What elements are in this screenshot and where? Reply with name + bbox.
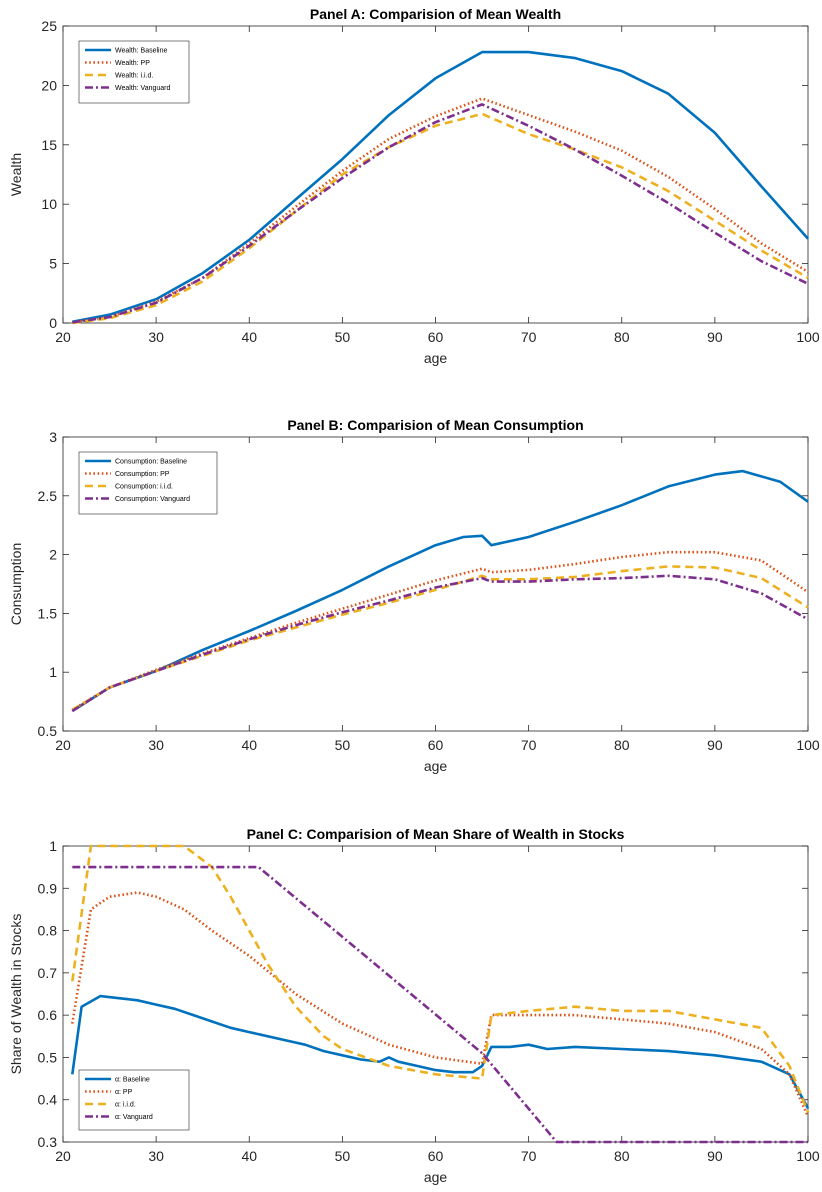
x-tick-label: 20 — [55, 329, 71, 345]
y-tick-label: 0.7 — [38, 965, 58, 981]
legend-label: α: i.i.d. — [115, 1102, 136, 1109]
legend-label: Wealth: Vanguard — [115, 85, 170, 92]
x-tick-label: 60 — [428, 329, 444, 345]
legend-label: Consumption: Vanguard — [115, 496, 190, 503]
x-tick-label: 80 — [614, 1148, 630, 1164]
legend: Consumption: Baseline Consumption: PP Cons… — [78, 451, 218, 515]
x-tick-label: 50 — [335, 329, 351, 345]
x-tick-label: 70 — [521, 1148, 537, 1164]
panel-1: Panel A: Comparision of Mean Wealth 20 30 4… — [8, 6, 820, 366]
legend-label: Wealth: i.i.d. — [115, 73, 153, 80]
series-line-3 — [72, 112, 809, 325]
legend-label: Wealth: PP — [115, 60, 150, 67]
y-tick-label: 5 — [49, 256, 57, 272]
y-axis-label: Share of Wealth in Stocks — [8, 914, 24, 1075]
series-line-4 — [71, 574, 809, 713]
x-tick-label: 60 — [428, 1148, 444, 1164]
series-line-3 — [71, 844, 810, 1113]
y-axis-label: Consumption — [8, 543, 24, 626]
y-tick-label: 15 — [41, 137, 57, 153]
series-line-2 — [72, 97, 809, 324]
x-tick-label: 90 — [707, 329, 723, 345]
x-axis-label: age — [424, 758, 448, 774]
x-tick-label: 90 — [707, 737, 723, 753]
x-tick-label: 50 — [335, 737, 351, 753]
x-tick-label: 30 — [148, 1148, 164, 1164]
x-tick-label: 30 — [148, 329, 164, 345]
x-tick-label: 90 — [707, 1148, 723, 1164]
y-tick-label: 1 — [49, 838, 57, 854]
y-tick-label: 2.5 — [38, 488, 58, 504]
chart-title: Panel C: Comparision of Mean Share of We… — [247, 826, 625, 842]
x-tick-label: 70 — [521, 329, 537, 345]
x-tick-label: 20 — [55, 737, 71, 753]
panel-2: Panel B: Comparision of Mean Consumption… — [8, 417, 820, 774]
legend-label: α: Baseline — [115, 1077, 150, 1084]
series-line-2 — [71, 550, 809, 711]
x-tick-label: 30 — [148, 737, 164, 753]
y-tick-label: 0 — [49, 315, 57, 331]
legend: Wealth: Baseline Wealth: PP Wealth: i.i.d.… — [78, 40, 190, 104]
legend-box — [78, 451, 218, 515]
legend-label: α: Vanguard — [115, 1114, 153, 1121]
series-line-4 — [72, 103, 809, 324]
y-tick-label: 0.5 — [38, 1049, 58, 1065]
y-tick-label: 0.3 — [38, 1134, 58, 1150]
x-axis-label: age — [424, 350, 448, 366]
series-line-4 — [72, 865, 808, 1144]
legend-label: Wealth: Baseline — [115, 48, 168, 55]
series-line-1 — [71, 469, 809, 713]
chart-title: Panel A: Comparision of Mean Wealth — [310, 6, 561, 22]
y-tick-label: 3 — [49, 429, 57, 445]
panel-3: Panel C: Comparision of Mean Share of We… — [8, 826, 820, 1185]
legend-label: Consumption: Baseline — [115, 459, 187, 466]
x-axis-label: age — [424, 1169, 448, 1185]
y-tick-label: 1 — [49, 664, 57, 680]
y-tick-label: 0.8 — [38, 923, 58, 939]
legend-box — [78, 40, 190, 104]
x-tick-label: 100 — [796, 1148, 820, 1164]
y-tick-label: 0.5 — [38, 723, 58, 739]
series-line-1 — [71, 994, 810, 1109]
y-tick-label: 0.6 — [38, 1007, 58, 1023]
x-tick-label: 40 — [241, 1148, 257, 1164]
legend-label: Consumption: PP — [115, 471, 170, 478]
y-tick-label: 0.4 — [38, 1092, 58, 1108]
y-tick-label: 0.9 — [38, 880, 58, 896]
x-tick-label: 50 — [335, 1148, 351, 1164]
series-line-1 — [72, 50, 809, 324]
y-tick-label: 25 — [41, 18, 57, 34]
x-tick-label: 100 — [796, 329, 820, 345]
legend-label: Consumption: i.i.d. — [115, 484, 173, 491]
x-tick-label: 40 — [241, 737, 257, 753]
legend: α: Baseline α: PP α: i.i.d. α: Vanguard — [78, 1069, 190, 1131]
x-tick-label: 80 — [614, 329, 630, 345]
y-tick-label: 2 — [49, 547, 57, 563]
legend-label: α: PP — [115, 1089, 133, 1096]
x-tick-label: 20 — [55, 1148, 71, 1164]
y-tick-label: 10 — [41, 196, 57, 212]
x-tick-label: 70 — [521, 737, 537, 753]
x-tick-label: 60 — [428, 737, 444, 753]
y-axis-label: Wealth — [8, 153, 24, 196]
x-tick-label: 100 — [796, 737, 820, 753]
x-tick-label: 80 — [614, 737, 630, 753]
x-tick-label: 40 — [241, 329, 257, 345]
chart-title: Panel B: Comparision of Mean Consumption — [287, 417, 583, 433]
y-tick-label: 1.5 — [38, 605, 58, 621]
y-tick-label: 20 — [41, 77, 57, 93]
